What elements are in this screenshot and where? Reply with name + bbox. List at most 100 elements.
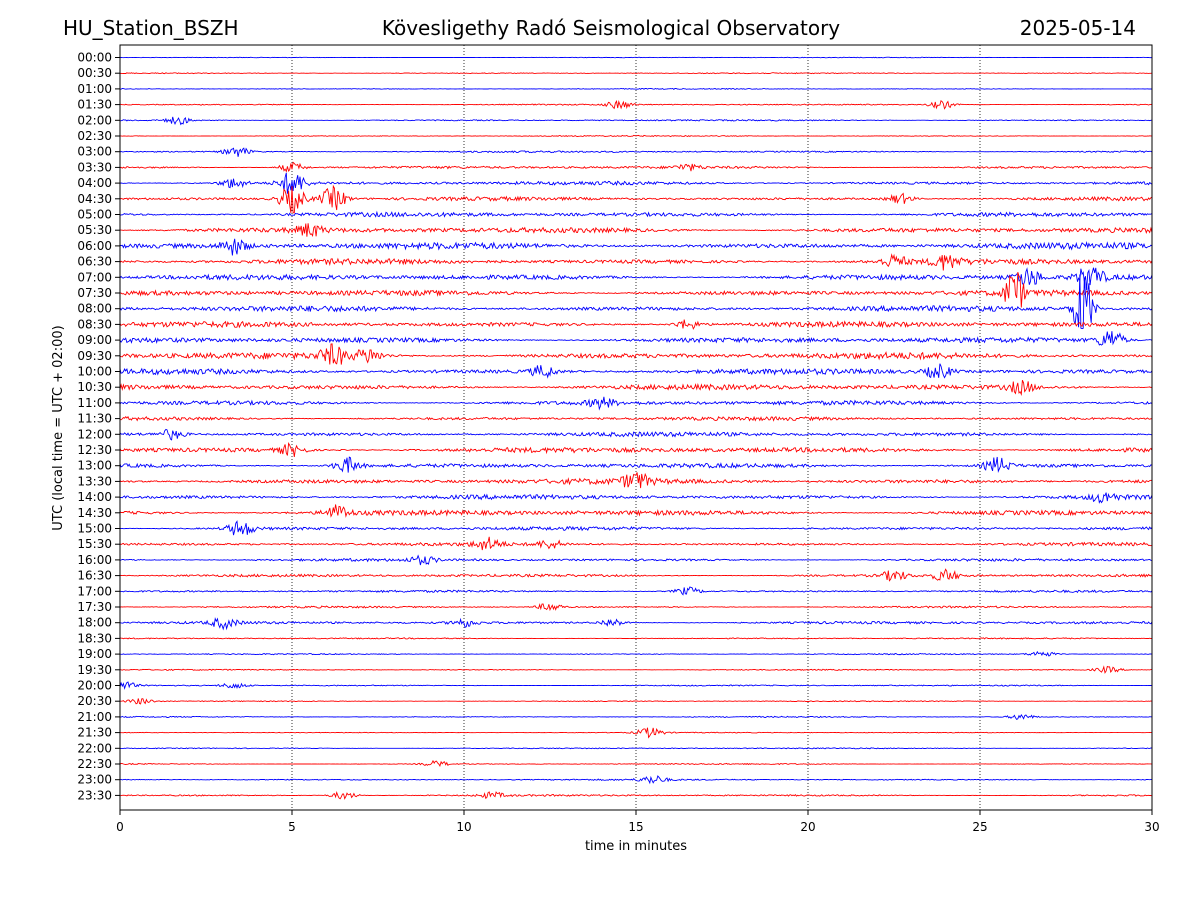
trace-0930 (119, 343, 1153, 365)
y-tick-label: 00:30 (77, 66, 112, 80)
trace-1930 (119, 665, 1152, 674)
y-tick-label: 01:00 (77, 82, 112, 96)
trace-2200 (119, 747, 1153, 750)
y-tick-label: 11:30 (77, 412, 112, 426)
x-tick-label: 30 (1144, 820, 1159, 834)
trace-0600 (119, 238, 1153, 256)
y-tick-label: 22:00 (77, 741, 112, 755)
x-tick-label: 0 (116, 820, 124, 834)
y-tick-label: 05:30 (77, 223, 112, 237)
trace-2330 (119, 790, 1153, 800)
trace-1630 (119, 568, 1153, 582)
y-tick-label: 04:00 (77, 176, 112, 190)
y-tick-label: 18:00 (77, 616, 112, 630)
trace-1830 (119, 637, 1153, 640)
trace-1200 (119, 428, 1153, 441)
y-tick-label: 03:30 (77, 160, 112, 174)
y-tick-label: 10:30 (77, 380, 112, 394)
trace-0830 (119, 319, 1153, 330)
y-tick-label: 06:00 (77, 239, 112, 253)
y-tick-label: 05:00 (77, 208, 112, 222)
y-tick-label: 23:00 (77, 773, 112, 787)
trace-0700 (119, 267, 1153, 291)
trace-1100 (119, 396, 1153, 411)
y-tick-label: 21:00 (77, 710, 112, 724)
trace-0200 (119, 116, 1153, 126)
y-tick-label: 20:00 (77, 679, 112, 693)
trace-1030 (119, 380, 1153, 397)
y-tick-label: 07:00 (77, 270, 112, 284)
trace-0300 (119, 147, 1153, 157)
y-tick-label: 21:30 (77, 726, 112, 740)
trace-2230 (119, 759, 1153, 767)
trace-1430 (119, 504, 1153, 518)
trace-0800 (119, 274, 1153, 330)
y-tick-label: 17:30 (77, 600, 112, 614)
trace-1700 (119, 586, 1153, 596)
trace-1500 (119, 520, 1153, 536)
y-tick-label: 13:30 (77, 474, 112, 488)
trace-1900 (119, 650, 1153, 657)
date-label: 2025-05-14 (1020, 16, 1136, 40)
trace-1730 (119, 603, 1153, 612)
trace-1600 (119, 554, 1153, 566)
trace-0500 (119, 210, 1153, 218)
trace-2100 (119, 714, 1153, 720)
y-tick-label: 17:00 (77, 584, 112, 598)
y-tick-label: 22:30 (77, 757, 112, 771)
trace-1400 (119, 492, 1153, 504)
y-tick-label: 04:30 (77, 192, 112, 206)
y-tick-label: 18:30 (77, 631, 112, 645)
trace-0230 (120, 134, 1153, 138)
trace-1000 (119, 363, 1153, 379)
trace-0100 (120, 87, 1152, 90)
seismic-traces (119, 56, 1153, 800)
y-tick-label: 09:30 (77, 349, 112, 363)
trace-1800 (119, 617, 1153, 631)
y-tick-label: 23:30 (77, 788, 112, 802)
trace-1130 (119, 415, 1153, 422)
x-axis-title: time in minutes (585, 839, 687, 854)
trace-2300 (119, 775, 1152, 785)
y-tick-label: 15:00 (77, 522, 112, 536)
y-tick-label: 10:00 (77, 365, 112, 379)
y-tick-label: 14:00 (77, 490, 112, 504)
trace-0630 (119, 253, 1153, 271)
trace-0030 (119, 72, 1153, 75)
trace-1530 (119, 536, 1153, 551)
y-tick-label: 03:00 (77, 145, 112, 159)
trace-2130 (119, 727, 1152, 739)
trace-2030 (120, 698, 1153, 705)
y-tick-label: 13:00 (77, 459, 112, 473)
y-tick-label: 02:30 (77, 129, 112, 143)
x-tick-label: 15 (628, 820, 643, 834)
y-tick-label: 08:00 (77, 302, 112, 316)
trace-0530 (120, 223, 1153, 237)
y-tick-label: 08:30 (77, 317, 112, 331)
y-tick-label: 16:00 (77, 553, 112, 567)
y-tick-label: 00:00 (77, 51, 112, 65)
y-tick-label: 02:00 (77, 113, 112, 127)
x-axis-ticks: 0 5 10 15 20 25 30 (116, 810, 1160, 834)
x-tick-label: 10 (456, 820, 471, 834)
trace-1330 (119, 472, 1153, 489)
observatory-title: Kövesligethy Radó Seismological Observat… (382, 16, 840, 40)
x-tick-label: 20 (800, 820, 815, 834)
y-tick-label: 01:30 (77, 98, 112, 112)
station-name: HU_Station_BSZH (63, 16, 239, 40)
y-tick-label: 19:00 (77, 647, 112, 661)
trace-0330 (119, 161, 1153, 173)
y-axis-title: UTC (local time = UTC + 02:00) (51, 325, 66, 530)
y-tick-label: 19:30 (77, 663, 112, 677)
trace-1230 (119, 442, 1153, 457)
trace-1300 (119, 456, 1153, 473)
y-tick-label: 09:00 (77, 333, 112, 347)
y-tick-label: 15:30 (77, 537, 112, 551)
y-tick-label: 11:00 (77, 396, 112, 410)
y-tick-label: 20:30 (77, 694, 112, 708)
y-tick-label: 12:30 (77, 443, 112, 457)
x-tick-label: 5 (288, 820, 296, 834)
y-tick-label: 16:30 (77, 569, 112, 583)
